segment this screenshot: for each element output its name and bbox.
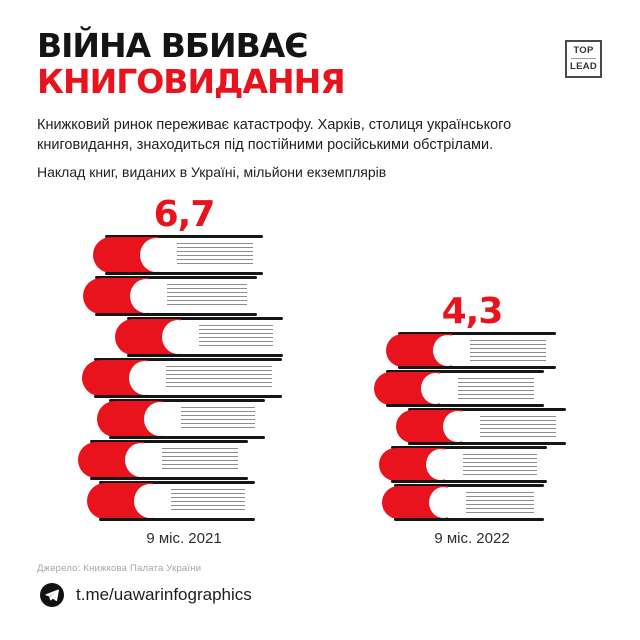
title-line-1: ВІЙНА ВБИВАЄ <box>37 26 309 65</box>
source-note: Джерело: Книжкова Палата України <box>37 563 202 574</box>
category-label-2021: 9 міс. 2021 <box>146 530 222 547</box>
book-icon <box>374 370 570 408</box>
logo-bottom-text: LEAD <box>569 61 598 72</box>
book-stack-chart: 6,7 9 міс. 2021 4,3 9 міс. 2022 <box>0 192 640 548</box>
telegram-icon <box>40 583 64 607</box>
value-label-2021: 6,7 <box>153 194 216 235</box>
book-icon <box>374 446 570 484</box>
book-icon <box>78 317 290 358</box>
book-icon <box>78 358 290 399</box>
logo-divider <box>571 58 596 59</box>
telegram-link[interactable]: t.me/uawarinfographics <box>40 583 252 607</box>
book-stack-2022 <box>374 332 570 522</box>
book-icon <box>78 276 290 317</box>
book-icon <box>78 399 290 440</box>
book-icon <box>78 235 290 276</box>
value-label-2022: 4,3 <box>441 291 504 332</box>
book-icon <box>78 481 290 522</box>
category-label-2022: 9 міс. 2022 <box>434 530 510 547</box>
book-stack-2021 <box>78 235 290 522</box>
chart-subtitle: Наклад книг, виданих в Україні, мільйони… <box>37 164 387 180</box>
stack-group-2021: 6,7 9 міс. 2021 <box>78 197 290 548</box>
stack-group-2022: 4,3 9 міс. 2022 <box>374 294 570 548</box>
book-icon <box>374 332 570 370</box>
telegram-handle: t.me/uawarinfographics <box>76 585 252 604</box>
title-line-2: КНИГОВИДАННЯ <box>37 61 346 101</box>
toplead-logo: TOP LEAD <box>565 40 602 78</box>
logo-top-text: TOP <box>573 45 594 56</box>
page-title: ВІЙНА ВБИВАЄ КНИГОВИДАННЯ <box>37 26 346 101</box>
intro-paragraph: Книжковий ринок переживає катастрофу. Ха… <box>37 117 512 153</box>
book-icon <box>78 440 290 481</box>
book-icon <box>374 408 570 446</box>
book-icon <box>374 484 570 522</box>
